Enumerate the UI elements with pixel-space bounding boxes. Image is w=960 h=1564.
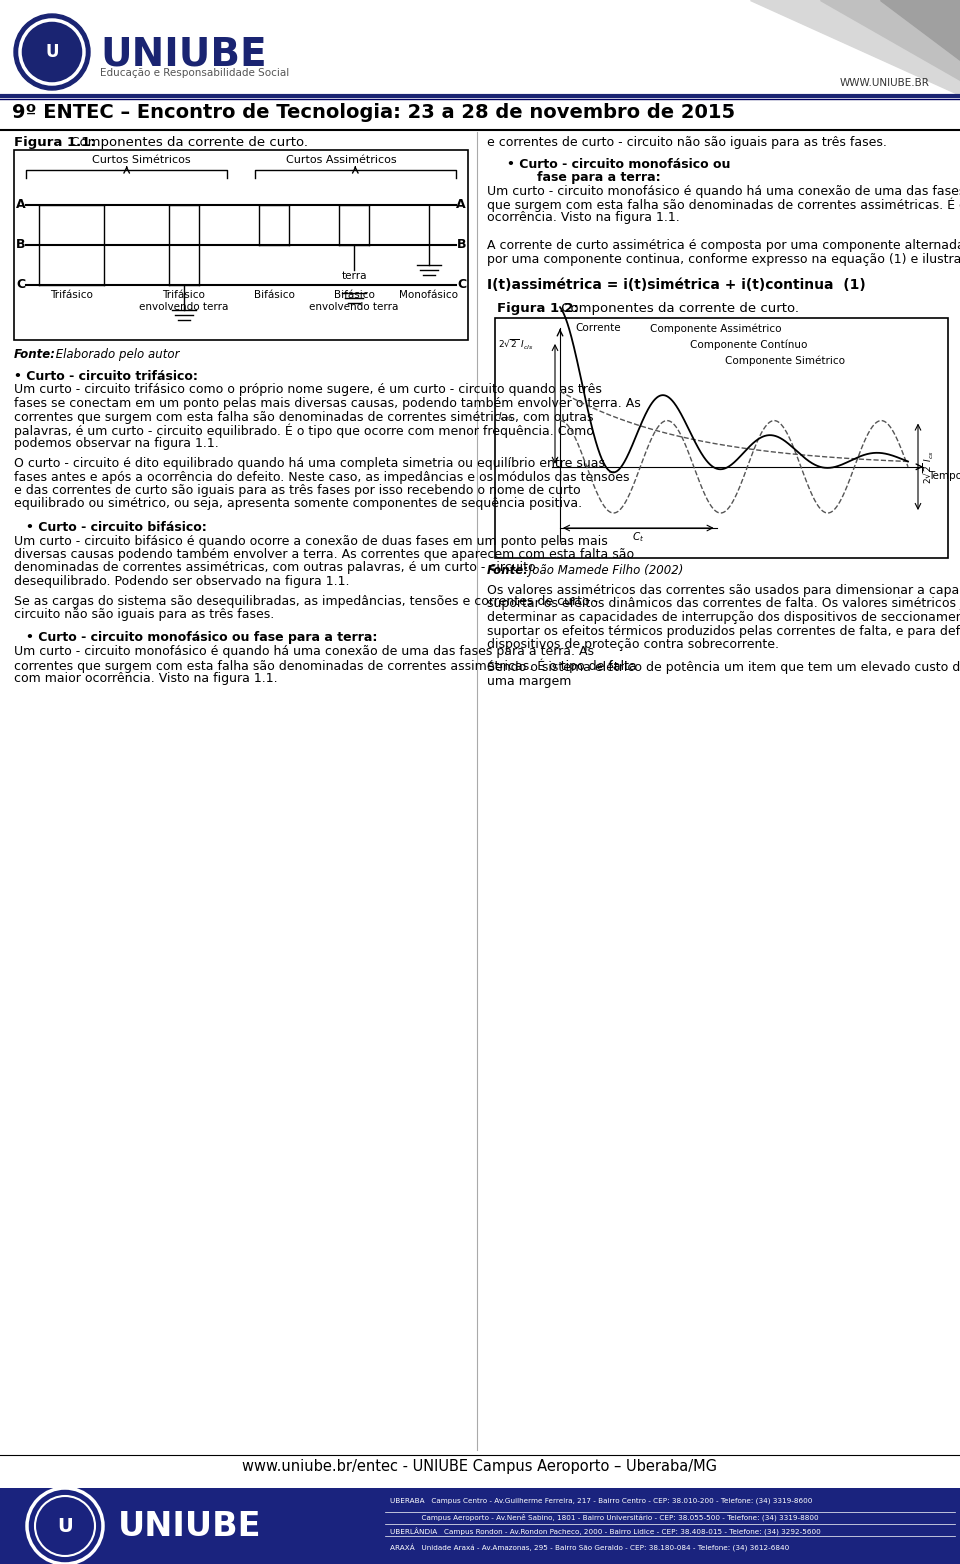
Text: B: B (16, 238, 26, 252)
Text: desequilibrado. Podendo ser observado na figura 1.1.: desequilibrado. Podendo ser observado na… (14, 576, 349, 588)
Text: WWW.UNIUBE.BR: WWW.UNIUBE.BR (840, 78, 930, 88)
Text: UNIUBE: UNIUBE (100, 34, 267, 74)
Text: UNIUBE: UNIUBE (118, 1509, 261, 1542)
Text: Monofásico: Monofásico (399, 289, 459, 300)
Circle shape (22, 22, 82, 81)
Text: terra: terra (341, 271, 367, 282)
Text: correntes que surgem com esta falha são denominadas de correntes assimétricas. É: correntes que surgem com esta falha são … (14, 658, 636, 673)
Text: A corrente de curto assimétrica é composta por uma componente alternada (compone: A corrente de curto assimétrica é compos… (487, 239, 960, 252)
Text: • Curto - circuito monofásico ou: • Curto - circuito monofásico ou (507, 158, 731, 170)
Text: U: U (45, 42, 59, 61)
Text: Um curto - circuito bifásico é quando ocorre a conexão de duas fases em um ponto: Um curto - circuito bifásico é quando oc… (14, 535, 608, 547)
Text: • Curto - circuito bifásico:: • Curto - circuito bifásico: (26, 521, 206, 533)
Text: $C_t$: $C_t$ (632, 530, 644, 544)
Text: Figura 1.2:: Figura 1.2: (497, 302, 579, 314)
Text: B: B (457, 238, 466, 252)
Text: Figura 1.1:: Figura 1.1: (14, 136, 96, 149)
Text: equilibrado ou simétrico, ou seja, apresenta somente componentes de sequência po: equilibrado ou simétrico, ou seja, apres… (14, 497, 582, 510)
Text: Um curto - circuito trifásico como o próprio nome sugere, é um curto - circuito : Um curto - circuito trifásico como o pró… (14, 383, 602, 397)
Text: O curto - circuito é dito equilibrado quando há uma completa simetria ou equilíb: O curto - circuito é dito equilibrado qu… (14, 457, 605, 471)
Text: Curtos Assimétricos: Curtos Assimétricos (285, 155, 396, 164)
Text: denominadas de correntes assimétricas, com outras palavras, é um curto - circuit: denominadas de correntes assimétricas, c… (14, 561, 536, 574)
Polygon shape (750, 0, 960, 95)
Text: fases se conectam em um ponto pelas mais diversas causas, podendo também envolve: fases se conectam em um ponto pelas mais… (14, 397, 640, 410)
Text: Bifásico: Bifásico (253, 289, 295, 300)
Text: UBERLÂNDIA   Campus Rondon - Av.Rondon Pacheco, 2000 - Bairro Lidice - CEP: 38.4: UBERLÂNDIA Campus Rondon - Av.Rondon Pac… (390, 1528, 821, 1536)
Text: Um curto - circuito monofásico é quando há uma conexão de uma das fases para a t: Um curto - circuito monofásico é quando … (487, 185, 960, 197)
Text: fase para a terra:: fase para a terra: (537, 170, 660, 185)
Bar (495, 317, 948, 558)
Text: dispositivos de proteção contra sobrecorrente.: dispositivos de proteção contra sobrecor… (487, 638, 779, 651)
Text: Sendo o sistema elétrico de potência um item que tem um elevado custo de implant: Sendo o sistema elétrico de potência um … (487, 662, 960, 674)
Text: Se as cargas do sistema são desequilibradas, as impedâncias, tensões e correntes: Se as cargas do sistema são desequilibra… (14, 594, 598, 607)
Text: suportar os efeitos térmicos produzidos pelas correntes de falta, e para definir: suportar os efeitos térmicos produzidos … (487, 624, 960, 638)
Text: U: U (58, 1517, 73, 1536)
Text: e correntes de curto - circuito não são iguais para as três fases.: e correntes de curto - circuito não são … (487, 136, 887, 149)
Polygon shape (880, 0, 960, 59)
Text: A: A (16, 199, 26, 211)
Text: Trifásico: Trifásico (50, 289, 93, 300)
Text: João Mamede Filho (2002): João Mamede Filho (2002) (525, 565, 684, 577)
Text: ocorrência. Visto na figura 1.1.: ocorrência. Visto na figura 1.1. (487, 211, 680, 225)
Text: suportar os efeitos dinâmicos das correntes de falta. Os valores simétricos já s: suportar os efeitos dinâmicos das corren… (487, 597, 960, 610)
Text: $2\sqrt{2}\ I_{cs}$: $2\sqrt{2}\ I_{cs}$ (922, 450, 936, 483)
Text: ARAXÁ   Unidade Araxá - Av.Amazonas, 295 - Bairro São Geraldo - CEP: 38.180-084 : ARAXÁ Unidade Araxá - Av.Amazonas, 295 -… (390, 1544, 789, 1551)
Text: Elaborado pelo autor: Elaborado pelo autor (52, 349, 180, 361)
Text: Trifásico
envolvendo terra: Trifásico envolvendo terra (139, 289, 228, 311)
Text: correntes que surgem com esta falha são denominadas de correntes simétricas, com: correntes que surgem com esta falha são … (14, 410, 593, 424)
Text: determinar as capacidades de interrupção dos dispositivos de seccionamento, as c: determinar as capacidades de interrupção… (487, 612, 960, 624)
Bar (0, 1487, 960, 1564)
Text: Componente Simétrico: Componente Simétrico (725, 357, 845, 366)
Text: C: C (16, 278, 25, 291)
Text: podemos observar na figura 1.1.: podemos observar na figura 1.1. (14, 438, 219, 450)
Text: C: C (457, 278, 466, 291)
Text: • Curto - circuito monofásico ou fase para a terra:: • Curto - circuito monofásico ou fase pa… (26, 632, 377, 644)
Text: Curtos Simétricos: Curtos Simétricos (92, 155, 190, 164)
Text: $I_{cim}$: $I_{cim}$ (498, 410, 514, 422)
Text: Componentes da corrente de curto.: Componentes da corrente de curto. (557, 302, 799, 314)
Text: A: A (456, 199, 466, 211)
Text: Fonte:: Fonte: (487, 565, 529, 577)
Bar (14, 150, 468, 339)
Text: Campus Aeroporto - Av.Nenê Sabino, 1801 - Bairro Universitário - CEP: 38.055-500: Campus Aeroporto - Av.Nenê Sabino, 1801 … (390, 1514, 819, 1520)
Text: Tempo: Tempo (928, 471, 960, 480)
Text: Fonte:: Fonte: (14, 349, 56, 361)
Text: I(t)assimétrica = i(t)simétrica + i(t)continua  (1): I(t)assimétrica = i(t)simétrica + i(t)co… (487, 278, 866, 292)
Text: uma margem: uma margem (487, 676, 571, 688)
Text: Componentes da corrente de curto.: Componentes da corrente de curto. (66, 136, 308, 149)
Text: que surgem com esta falha são denominadas de correntes assimétricas. É o tipo de: que surgem com esta falha são denominada… (487, 199, 960, 213)
Text: Corrente: Corrente (575, 324, 620, 333)
Text: Um curto - circuito monofásico é quando há uma conexão de uma das fases para a t: Um curto - circuito monofásico é quando … (14, 644, 594, 658)
Text: $2\sqrt{2}\ I_{cls}$: $2\sqrt{2}\ I_{cls}$ (498, 338, 534, 352)
Text: por uma componente continua, conforme expresso na equação (1) e ilustrado na fig: por uma componente continua, conforme ex… (487, 252, 960, 266)
Circle shape (14, 14, 90, 91)
Text: e das correntes de curto são iguais para as três fases por isso recebendo o nome: e das correntes de curto são iguais para… (14, 483, 581, 497)
Text: • Curto - circuito trifásico:: • Curto - circuito trifásico: (14, 371, 198, 383)
Text: 9º ENTEC – Encontro de Tecnologia: 23 a 28 de novembro de 2015: 9º ENTEC – Encontro de Tecnologia: 23 a … (12, 103, 735, 122)
Text: diversas causas podendo também envolver a terra. As correntes que aparecem com e: diversas causas podendo também envolver … (14, 547, 635, 561)
Text: www.uniube.br/entec - UNIUBE Campus Aeroporto – Uberaba/MG: www.uniube.br/entec - UNIUBE Campus Aero… (243, 1459, 717, 1473)
Text: Educação e Responsabilidade Social: Educação e Responsabilidade Social (100, 67, 289, 78)
Text: Componente Assimétrico: Componente Assimétrico (650, 324, 781, 333)
Text: Bifásico
envolvendo terra: Bifásico envolvendo terra (309, 289, 398, 311)
Text: palavras, é um curto - circuito equilibrado. É o tipo que ocorre com menor frequ: palavras, é um curto - circuito equilibr… (14, 424, 594, 438)
Text: Componente Contínuo: Componente Contínuo (690, 339, 807, 350)
Polygon shape (820, 0, 960, 80)
Text: Os valores assimétricos das correntes são usados para dimensionar a capacidade d: Os valores assimétricos das correntes sã… (487, 583, 960, 597)
Text: com maior ocorrência. Visto na figura 1.1.: com maior ocorrência. Visto na figura 1.… (14, 673, 277, 685)
Text: circuito não são iguais para as três fases.: circuito não são iguais para as três fas… (14, 608, 275, 621)
Text: UBERABA   Campus Centro - Av.Guilherme Ferreira, 217 - Bairro Centro - CEP: 38.0: UBERABA Campus Centro - Av.Guilherme Fer… (390, 1498, 812, 1505)
Text: fases antes e após a ocorrência do defeito. Neste caso, as impedâncias e os módu: fases antes e após a ocorrência do defei… (14, 471, 630, 483)
